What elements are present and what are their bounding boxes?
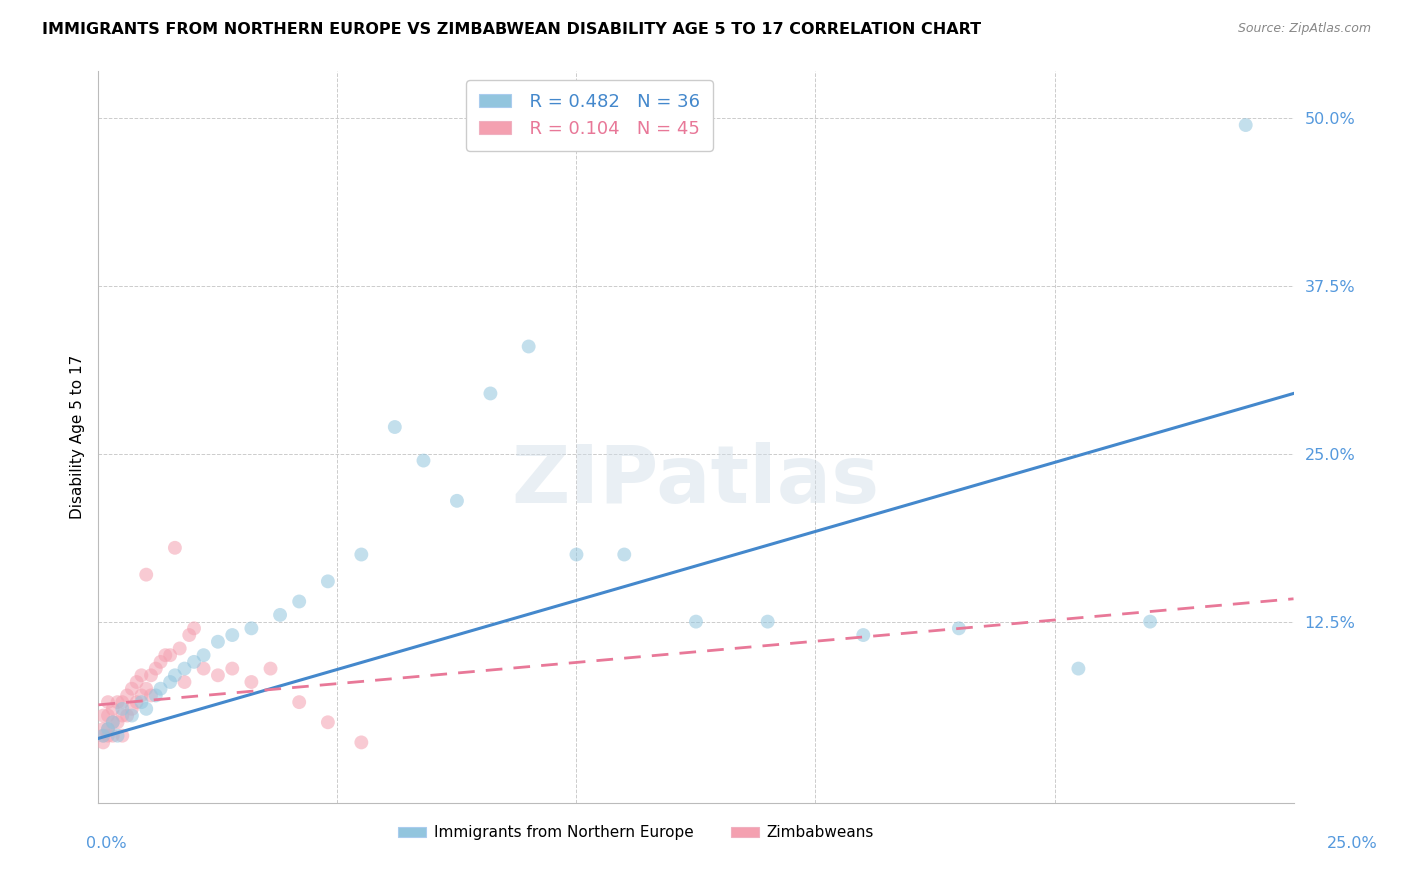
Point	[412, 453, 434, 467]
Point	[145, 689, 167, 703]
Point	[565, 548, 588, 562]
Point	[948, 621, 970, 635]
Point	[111, 708, 134, 723]
Point	[121, 681, 143, 696]
Point	[1139, 615, 1161, 629]
Point	[131, 668, 153, 682]
Point	[115, 689, 138, 703]
Point	[91, 729, 114, 743]
Point	[101, 715, 124, 730]
Point	[221, 662, 243, 676]
Point	[111, 702, 134, 716]
Point	[316, 574, 339, 589]
Point	[193, 662, 215, 676]
Point	[97, 722, 120, 736]
Point	[350, 548, 373, 562]
Point	[316, 715, 339, 730]
Point	[155, 648, 177, 662]
Point	[149, 681, 172, 696]
Point	[107, 729, 129, 743]
Text: 0.0%: 0.0%	[87, 836, 127, 851]
Point	[207, 634, 229, 648]
Point	[135, 567, 157, 582]
Text: Source: ZipAtlas.com: Source: ZipAtlas.com	[1237, 22, 1371, 36]
Point	[288, 695, 311, 709]
Point	[183, 621, 205, 635]
Point	[97, 708, 120, 723]
Point	[135, 681, 157, 696]
Text: IMMIGRANTS FROM NORTHERN EUROPE VS ZIMBABWEAN DISABILITY AGE 5 TO 17 CORRELATION: IMMIGRANTS FROM NORTHERN EUROPE VS ZIMBA…	[42, 22, 981, 37]
Point	[107, 695, 129, 709]
Point	[91, 735, 114, 749]
Text: 25.0%: 25.0%	[1326, 836, 1378, 851]
Text: ZIPatlas: ZIPatlas	[512, 442, 880, 520]
Point	[1234, 118, 1257, 132]
Point	[159, 648, 181, 662]
Point	[183, 655, 205, 669]
Point	[163, 541, 186, 555]
Point	[446, 493, 468, 508]
Point	[145, 662, 167, 676]
Point	[1067, 662, 1090, 676]
Point	[121, 702, 143, 716]
Point	[240, 621, 263, 635]
Point	[193, 648, 215, 662]
Point	[101, 702, 124, 716]
Point	[613, 548, 636, 562]
Point	[384, 420, 406, 434]
Point	[107, 715, 129, 730]
Point	[240, 675, 263, 690]
Point	[517, 339, 540, 353]
Point	[169, 641, 191, 656]
Point	[163, 668, 186, 682]
Point	[149, 655, 172, 669]
Point	[479, 386, 502, 401]
Point	[259, 662, 281, 676]
Point	[125, 675, 148, 690]
Point	[139, 689, 162, 703]
Point	[115, 708, 138, 723]
Point	[685, 615, 707, 629]
Point	[207, 668, 229, 682]
Legend: Immigrants from Northern Europe, Zimbabweans: Immigrants from Northern Europe, Zimbabw…	[392, 819, 880, 847]
Point	[101, 729, 124, 743]
Point	[135, 702, 157, 716]
Point	[350, 735, 373, 749]
Point	[756, 615, 779, 629]
Point	[111, 695, 134, 709]
Point	[131, 695, 153, 709]
Point	[121, 708, 143, 723]
Point	[179, 628, 201, 642]
Point	[97, 695, 120, 709]
Point	[221, 628, 243, 642]
Y-axis label: Disability Age 5 to 17: Disability Age 5 to 17	[69, 355, 84, 519]
Point	[269, 607, 291, 622]
Point	[125, 695, 148, 709]
Point	[97, 722, 120, 736]
Point	[173, 662, 195, 676]
Point	[91, 729, 114, 743]
Point	[111, 729, 134, 743]
Point	[131, 689, 153, 703]
Point	[173, 675, 195, 690]
Point	[139, 668, 162, 682]
Point	[91, 722, 114, 736]
Point	[159, 675, 181, 690]
Point	[101, 715, 124, 730]
Point	[91, 708, 114, 723]
Point	[288, 594, 311, 608]
Point	[852, 628, 875, 642]
Point	[97, 729, 120, 743]
